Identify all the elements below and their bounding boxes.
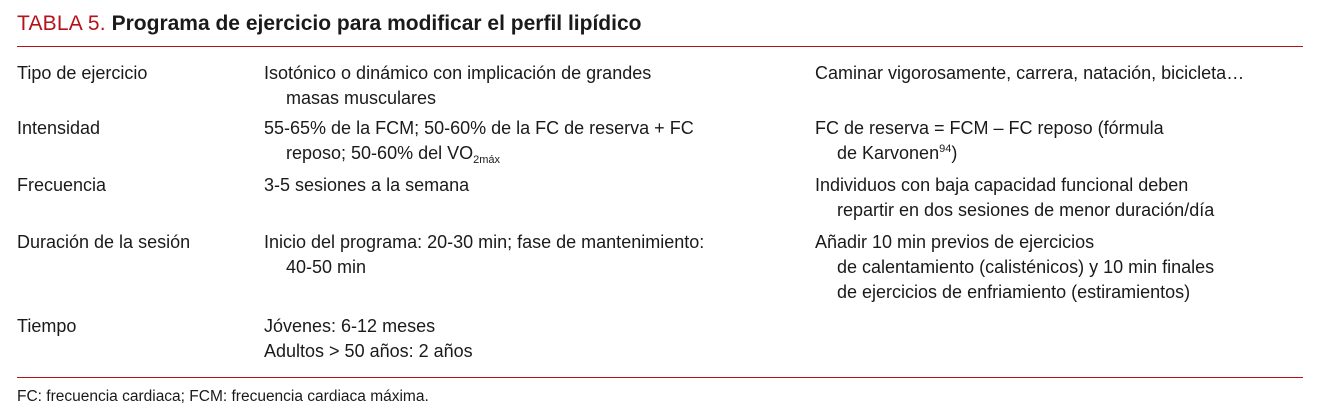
reference-superscript: 94 [939, 143, 952, 155]
note-line: Añadir 10 min previos de ejercicios [815, 232, 1095, 252]
description-line: Inicio del programa: 20-30 min; fase de … [264, 232, 705, 252]
note-line: de ejercicios de enfriamiento (estiramie… [837, 282, 1191, 302]
description-line: masas musculares [286, 88, 437, 108]
description-line: reposo; 50-60% del VO2máx [264, 141, 804, 166]
note-text-end: ) [951, 143, 958, 163]
description-line: 3-5 sesiones a la semana [264, 175, 470, 195]
bottom-rule [17, 377, 1303, 378]
row-label: Frecuencia [17, 175, 107, 195]
vo2max-subscript: 2máx [473, 154, 501, 166]
description-line: 55-65% de la FCM; 50-60% de la FC de res… [264, 118, 694, 138]
note-line: de calentamiento (calisténicos) y 10 min… [837, 257, 1215, 277]
note-line: Individuos con baja capacidad funcional … [815, 175, 1189, 195]
table-footnote: FC: frecuencia cardiaca; FCM: frecuencia… [17, 388, 429, 405]
description-line: Isotónico o dinámico con implicación de … [264, 63, 652, 83]
row-description: 55-65% de la FCM; 50-60% de la FC de res… [264, 116, 804, 166]
note-line: repartir en dos sesiones de menor duraci… [837, 200, 1215, 220]
row-note: Caminar vigorosamente, carrera, natación… [815, 61, 1303, 86]
table-caption: Programa de ejercicio para modificar el … [111, 12, 642, 35]
row-description: Isotónico o dinámico con implicación de … [264, 61, 804, 111]
description-text: reposo; 50-60% del VO [286, 143, 474, 163]
row-label: Intensidad [17, 118, 101, 138]
row-description: Jóvenes: 6-12 meses Adultos > 50 años: 2… [264, 314, 804, 364]
table-number: TABLA 5. [17, 12, 106, 35]
row-description: 3-5 sesiones a la semana [264, 173, 804, 198]
note-text: de Karvonen [837, 143, 940, 163]
top-rule [17, 46, 1303, 47]
note-line: Caminar vigorosamente, carrera, natación… [815, 63, 1245, 83]
description-line: Jóvenes: 6-12 meses [264, 316, 436, 336]
note-line: de Karvonen94) [815, 141, 1303, 166]
row-label: Tipo de ejercicio [17, 63, 148, 83]
row-note: Individuos con baja capacidad funcional … [815, 173, 1303, 223]
table-title: TABLA 5. Programa de ejercicio para modi… [17, 10, 641, 38]
note-line: FC de reserva = FCM – FC reposo (fórmula [815, 118, 1164, 138]
row-note: Añadir 10 min previos de ejercicios de c… [815, 230, 1303, 305]
row-label: Duración de la sesión [17, 232, 191, 252]
description-line: Adultos > 50 años: 2 años [264, 341, 473, 361]
description-line: 40-50 min [286, 257, 367, 277]
row-description: Inicio del programa: 20-30 min; fase de … [264, 230, 804, 280]
row-label: Tiempo [17, 316, 77, 336]
row-note: FC de reserva = FCM – FC reposo (fórmula… [815, 116, 1303, 166]
